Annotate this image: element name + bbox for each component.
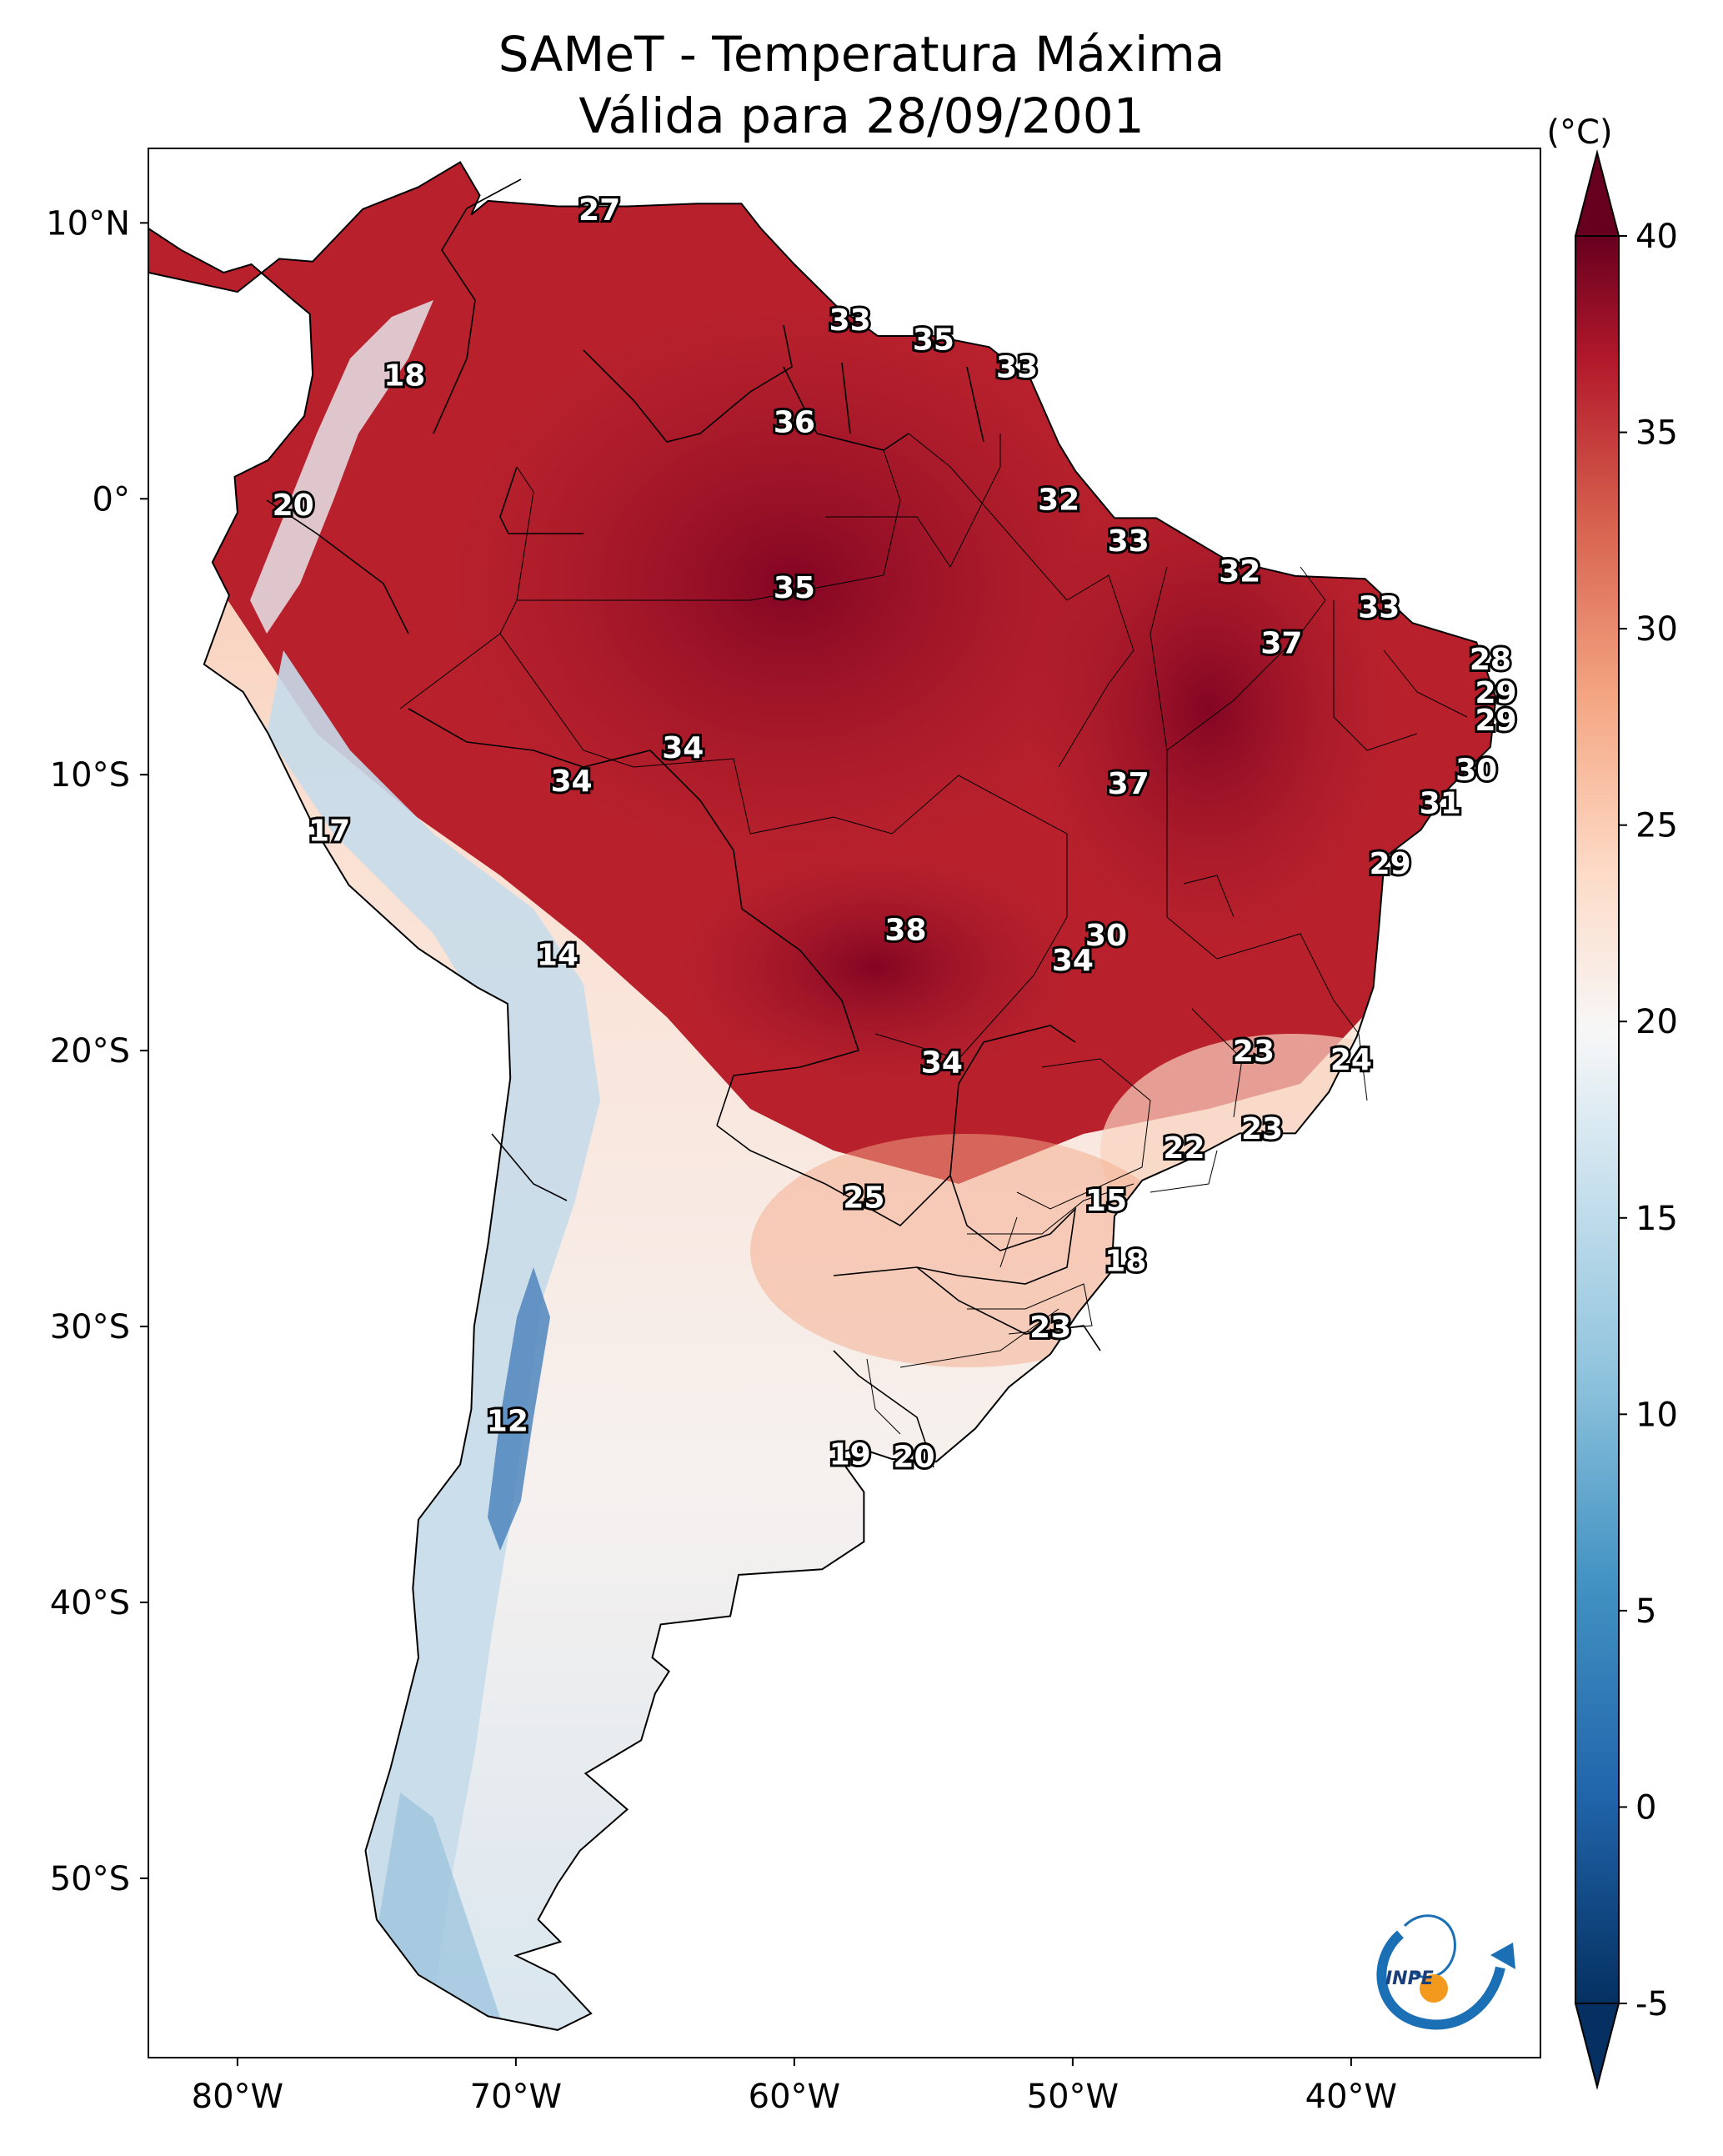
temperature-label: 29 <box>1475 676 1517 710</box>
colorbar: (°C) 40 35 30 25 20 15 10 5 0 -5 <box>1546 113 1678 2090</box>
coastline <box>148 161 1497 2031</box>
state-borders <box>399 433 1468 1435</box>
colorbar-lower-extend <box>1574 2003 1620 2090</box>
colorbar-tick-label: 10 <box>1635 1396 1678 1434</box>
colorbar-tick-label: 35 <box>1635 414 1678 453</box>
temperature-label: 34 <box>921 1045 963 1080</box>
temperature-label: 30 <box>1085 919 1127 953</box>
temperature-label: 20 <box>893 1441 934 1475</box>
temperature-label: 23 <box>1233 1035 1275 1069</box>
map-title: SAMeT - Temperatura Máxima Válida para 2… <box>0 23 1723 147</box>
temperature-label: 14 <box>537 938 579 972</box>
temperature-label: 28 <box>1470 643 1511 677</box>
temperature-label: 34 <box>662 731 704 765</box>
temperature-label: 35 <box>913 323 954 357</box>
colorbar-tick-label: 40 <box>1635 218 1678 256</box>
temperature-label: 32 <box>1219 554 1260 589</box>
lat-tick-label: 0° <box>93 480 130 519</box>
colorbar-tick-label: 15 <box>1635 1200 1678 1238</box>
lon-tick-label: 40°W <box>1305 2078 1397 2116</box>
temperature-label: 29 <box>1475 704 1517 738</box>
temperature-label: 15 <box>1085 1184 1127 1218</box>
lon-tick-label: 60°W <box>749 2078 840 2116</box>
temperature-label: 29 <box>1370 847 1411 881</box>
temperature-label: 18 <box>1104 1245 1146 1279</box>
title-line-1: SAMeT - Temperatura Máxima <box>498 26 1225 83</box>
temperature-label: 33 <box>1108 524 1150 559</box>
temperature-label: 19 <box>829 1437 871 1472</box>
colorbar-gradient <box>1575 235 1620 2004</box>
colorbar-upper-extend <box>1574 149 1620 237</box>
temperature-label: 25 <box>843 1181 884 1216</box>
lon-tick-label: 50°W <box>1027 2078 1119 2116</box>
temperature-label: 23 <box>1029 1311 1071 1345</box>
colorbar-tick-label: 0 <box>1635 1788 1656 1827</box>
temperature-label: 33 <box>1358 590 1400 624</box>
colorbar-tick-label: 5 <box>1635 1592 1656 1631</box>
colorbar-unit: (°C) <box>1546 113 1612 152</box>
temperature-label: 38 <box>884 914 926 948</box>
lat-tick-label: 10°N <box>46 204 130 243</box>
lat-tick-label: 40°S <box>50 1584 130 1622</box>
colorbar-tick-label: 25 <box>1635 807 1678 845</box>
temperature-label: 31 <box>1420 786 1461 820</box>
temperature-label: 37 <box>1108 767 1150 801</box>
temperature-label: 24 <box>1330 1043 1372 1077</box>
colorbar-tick-label: -5 <box>1635 1985 1669 2023</box>
temperature-label: 32 <box>1038 483 1079 517</box>
lat-tick-label: 50°S <box>50 1860 130 1898</box>
temperature-label: 18 <box>383 358 425 393</box>
svg-text:INPE: INPE <box>1385 1968 1434 1989</box>
temperature-label: 22 <box>1163 1131 1205 1166</box>
andes-cool-band <box>267 650 600 2001</box>
title-line-2: Válida para 28/09/2001 <box>579 88 1144 144</box>
lon-tick-label: 70°W <box>470 2078 562 2116</box>
lon-tick-label: 80°W <box>192 2078 283 2116</box>
lat-tick-label: 10°S <box>50 756 130 795</box>
lat-tick-label: 20°S <box>50 1032 130 1070</box>
temperature-label: 27 <box>579 193 620 228</box>
colorbar-ticks: 40 35 30 25 20 15 10 5 0 -5 <box>1619 218 1678 2023</box>
temperature-label: 12 <box>487 1405 528 1439</box>
temperature-label: 23 <box>1241 1112 1283 1146</box>
temperature-label: 33 <box>996 350 1038 384</box>
temperature-label: 34 <box>1052 944 1094 978</box>
country-borders <box>266 178 1101 1468</box>
temperature-label: 36 <box>774 406 815 440</box>
temperature-label: 33 <box>829 303 871 338</box>
axis-ticks: 80°W 70°W 60°W 50°W 40°W 10°N 0° 10°S 20°S 30°S 40… <box>46 204 1397 2116</box>
temperature-label: 20 <box>273 489 314 523</box>
inpe-logo: INPE <box>1376 1914 1515 2030</box>
temperature-label: 30 <box>1455 754 1497 788</box>
temperature-label: 35 <box>774 571 815 605</box>
temperature-label: 34 <box>551 765 593 799</box>
colorbar-tick-label: 30 <box>1635 610 1678 649</box>
temperature-label: 17 <box>308 814 350 848</box>
lat-tick-label: 30°S <box>50 1308 130 1346</box>
temperature-label: 37 <box>1260 626 1302 660</box>
colorbar-tick-label: 20 <box>1635 1003 1678 1041</box>
